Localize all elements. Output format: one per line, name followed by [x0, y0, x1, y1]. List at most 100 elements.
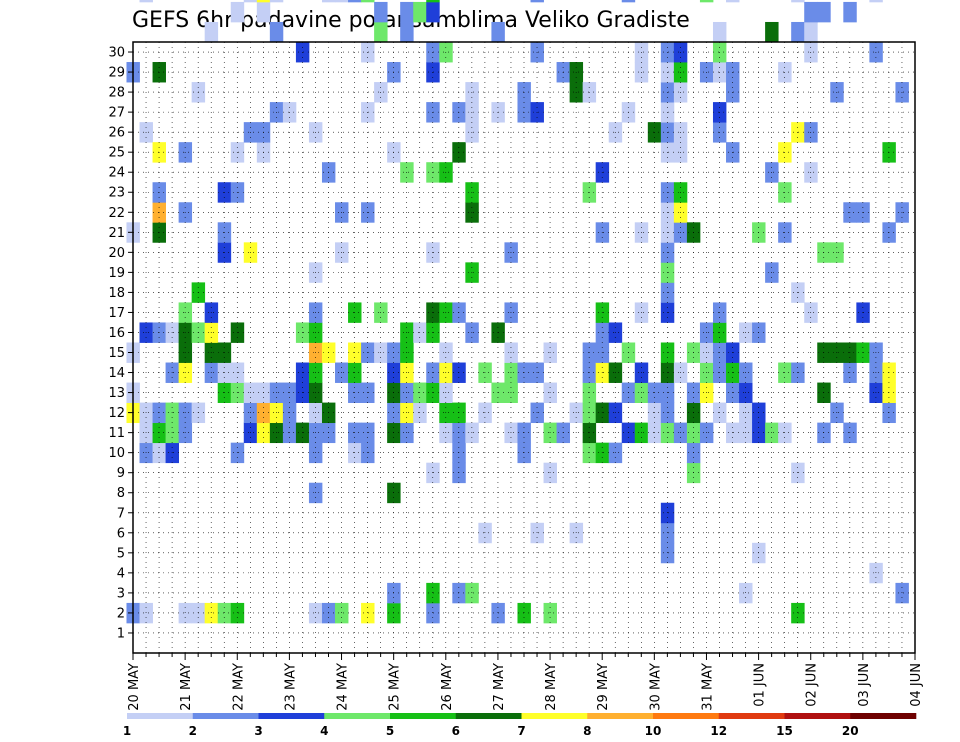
y-tick-label: 15 — [108, 346, 125, 361]
y-tick-label: 19 — [108, 266, 125, 281]
colorbar-label: 5 — [386, 724, 394, 738]
colorbar-swatch — [653, 713, 720, 719]
x-tick-label: 29 MAY — [596, 663, 611, 711]
y-tick-label: 18 — [108, 286, 125, 301]
x-tick-label: 23 MAY — [283, 663, 298, 711]
heatmap-cell — [791, 602, 805, 624]
heatmap-cell — [256, 1, 271, 23]
heatmap-cell — [569, 522, 584, 544]
y-tick-label: 16 — [108, 326, 125, 341]
x-tick-label: 26 MAY — [440, 663, 455, 711]
heatmap-cell — [530, 0, 544, 3]
x-axis: 20 MAY 21 MAY 22 MAY 23 MAY 24 MAY 25 MAY 26 M… — [127, 653, 924, 711]
heatmap-cell — [739, 582, 753, 604]
y-tick-label: 12 — [108, 406, 125, 421]
heatmap-cell — [413, 1, 427, 23]
heatmap-cell — [869, 0, 883, 3]
y-tick-label: 21 — [108, 226, 125, 241]
x-tick-label: 01 JUN — [753, 663, 768, 707]
heatmap-cell — [699, 0, 714, 3]
heatmap-cell — [426, 602, 440, 624]
heatmap-cell — [269, 21, 284, 43]
colorbar-label: 20 — [842, 724, 859, 738]
colorbar-swatch — [127, 713, 194, 719]
colorbar-swatch — [521, 713, 588, 719]
y-tick-label: 23 — [108, 186, 125, 201]
heatmap-cell — [348, 0, 362, 3]
colorbar-swatch — [324, 713, 391, 719]
heatmap-cell — [869, 562, 883, 584]
heatmap-cell — [895, 582, 909, 604]
y-tick-label: 28 — [108, 86, 125, 101]
heatmap-cell — [139, 0, 153, 3]
heatmap-cell — [243, 0, 258, 3]
heatmap-cell — [374, 1, 388, 23]
y-tick-label: 8 — [117, 486, 125, 501]
x-tick-label: 24 MAY — [336, 663, 351, 711]
colorbar-label: 12 — [710, 724, 727, 738]
y-tick-label: 13 — [108, 386, 125, 401]
colorbar-swatch — [258, 713, 325, 719]
x-tick-label: 02 JUN — [805, 663, 820, 707]
heatmap-cell — [791, 0, 805, 3]
heatmap-cell — [139, 602, 153, 624]
heatmap-cell — [804, 1, 818, 23]
x-tick-label: 03 JUN — [857, 663, 872, 707]
heatmap-cell — [308, 602, 323, 624]
x-tick-label: 30 MAY — [648, 663, 663, 711]
heatmap-cell — [765, 21, 779, 43]
y-tick-label: 17 — [108, 306, 125, 321]
heatmap-cell — [712, 21, 727, 43]
heatmap-cell — [478, 522, 492, 544]
colorbar-label: 15 — [776, 724, 793, 738]
colorbar-swatch — [587, 713, 654, 719]
heatmap-cell — [660, 522, 675, 544]
y-tick-label: 10 — [108, 446, 125, 461]
colorbar-label: 7 — [517, 724, 525, 738]
heatmap-cell — [361, 0, 375, 3]
y-tick-label: 24 — [108, 166, 125, 181]
heatmap-cell — [843, 1, 857, 23]
colorbar-label: 2 — [189, 724, 197, 738]
y-tick-label: 7 — [117, 506, 125, 521]
heatmap-cell — [256, 0, 271, 3]
colorbar-swatch — [718, 713, 785, 719]
colorbar-swatch — [784, 713, 851, 719]
heatmap-cell — [400, 1, 414, 23]
heatmap-cell — [217, 602, 232, 624]
heatmap-cell — [230, 1, 245, 23]
y-tick-label: 4 — [117, 566, 125, 581]
grid-lines — [132, 42, 916, 653]
colorbar-swatch — [390, 713, 457, 719]
heatmap-cell — [321, 0, 336, 3]
heatmap-cell — [269, 0, 284, 3]
colorbar-swatch — [192, 713, 259, 719]
y-tick-label: 1 — [117, 626, 125, 641]
x-tick-label: 31 MAY — [700, 663, 715, 711]
y-tick-label: 9 — [117, 466, 125, 481]
heatmap-cell — [543, 602, 557, 624]
heatmap-cell — [517, 602, 531, 624]
heatmap-cell — [204, 21, 219, 43]
heatmap-cell — [530, 522, 544, 544]
x-tick-label: 27 MAY — [492, 663, 507, 711]
heatmap-cell — [178, 602, 193, 624]
y-tick-label: 20 — [108, 246, 125, 261]
x-tick-label: 21 MAY — [179, 663, 194, 711]
heatmap-cells — [126, 0, 909, 624]
heatmap-cell — [426, 1, 440, 23]
x-tick-label: 04 JUN — [909, 663, 924, 707]
heatmap-cell — [660, 542, 675, 564]
colorbar-label: 8 — [583, 724, 591, 738]
heatmap-cell — [400, 21, 414, 43]
heatmap-cell — [491, 21, 505, 43]
y-tick-label: 30 — [108, 46, 125, 61]
heatmap-cell — [621, 0, 636, 3]
heatmap-cell — [426, 0, 440, 3]
y-tick-label: 26 — [108, 126, 125, 141]
colorbar-swatch — [455, 713, 522, 719]
heatmap-cell — [791, 21, 805, 43]
y-tick-label: 14 — [108, 366, 125, 381]
y-tick-label: 25 — [108, 146, 125, 161]
y-tick-label: 29 — [108, 66, 125, 81]
